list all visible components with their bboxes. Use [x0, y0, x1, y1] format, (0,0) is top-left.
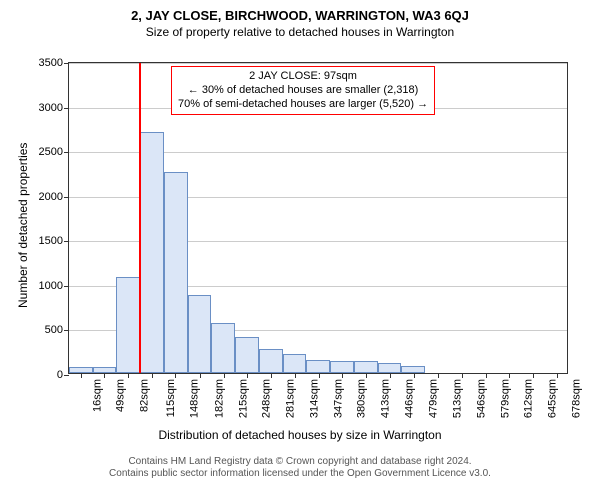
x-tick-mark — [462, 373, 463, 378]
x-tick-mark — [200, 373, 201, 378]
x-tick-label: 248sqm — [261, 379, 273, 418]
histogram-bar — [306, 360, 330, 373]
x-tick-mark — [509, 373, 510, 378]
x-tick-label: 579sqm — [499, 379, 511, 418]
x-tick-mark — [319, 373, 320, 378]
x-tick-label: 82sqm — [139, 379, 151, 412]
histogram-bar — [330, 361, 354, 373]
x-tick-label: 182sqm — [213, 379, 225, 418]
x-tick-mark — [366, 373, 367, 378]
x-tick-mark — [128, 373, 129, 378]
y-tick-mark — [64, 241, 69, 242]
x-tick-mark — [224, 373, 225, 378]
footer-line-1: Contains HM Land Registry data © Crown c… — [0, 456, 600, 468]
histogram-bar — [235, 337, 259, 373]
x-tick-mark — [104, 373, 105, 378]
histogram-bar — [188, 295, 212, 373]
y-axis-label: Number of detached properties — [16, 143, 30, 308]
y-tick-mark — [64, 152, 69, 153]
x-tick-label: 513sqm — [452, 379, 464, 418]
histogram-bar — [116, 277, 140, 373]
x-tick-label: 347sqm — [332, 379, 344, 418]
x-tick-label: 314sqm — [308, 379, 320, 418]
x-tick-mark — [533, 373, 534, 378]
y-tick-mark — [64, 63, 69, 64]
histogram-bar — [211, 323, 235, 373]
x-tick-mark — [295, 373, 296, 378]
x-tick-label: 645sqm — [547, 379, 559, 418]
x-tick-mark — [271, 373, 272, 378]
y-tick-label: 2500 — [39, 146, 63, 158]
histogram-bar — [378, 363, 402, 373]
x-tick-mark — [152, 373, 153, 378]
x-tick-label: 546sqm — [475, 379, 487, 418]
x-tick-label: 215sqm — [237, 379, 249, 418]
x-tick-mark — [247, 373, 248, 378]
y-tick-mark — [64, 286, 69, 287]
callout-line: 2 JAY CLOSE: 97sqm — [178, 70, 428, 84]
y-tick-label: 3500 — [39, 57, 63, 69]
x-tick-mark — [81, 373, 82, 378]
y-tick-mark — [64, 108, 69, 109]
x-tick-label: 115sqm — [165, 379, 177, 417]
x-tick-label: 612sqm — [523, 379, 535, 418]
histogram-bar — [354, 361, 378, 373]
x-tick-mark — [557, 373, 558, 378]
page-title: 2, JAY CLOSE, BIRCHWOOD, WARRINGTON, WA3… — [0, 0, 600, 23]
histogram-bar — [164, 172, 188, 373]
footer-attribution: Contains HM Land Registry data © Crown c… — [0, 456, 600, 480]
gridline — [69, 63, 567, 64]
x-tick-label: 281sqm — [285, 379, 297, 418]
x-tick-label: 678sqm — [570, 379, 582, 418]
x-tick-label: 49sqm — [115, 379, 127, 412]
histogram-bar — [401, 366, 425, 373]
property-callout: 2 JAY CLOSE: 97sqm← 30% of detached hous… — [171, 66, 435, 115]
x-tick-mark — [175, 373, 176, 378]
y-tick-mark — [64, 375, 69, 376]
y-tick-mark — [64, 197, 69, 198]
x-tick-mark — [390, 373, 391, 378]
histogram-bar — [283, 354, 307, 373]
x-tick-mark — [342, 373, 343, 378]
callout-line: 70% of semi-detached houses are larger (… — [178, 98, 428, 112]
y-tick-label: 500 — [45, 324, 63, 336]
x-tick-mark — [438, 373, 439, 378]
x-tick-label: 148sqm — [189, 379, 201, 418]
x-tick-label: 16sqm — [91, 379, 103, 412]
x-tick-label: 479sqm — [427, 379, 439, 418]
x-tick-mark — [414, 373, 415, 378]
x-tick-label: 380sqm — [356, 379, 368, 418]
y-tick-label: 0 — [57, 369, 63, 381]
x-axis-label: Distribution of detached houses by size … — [0, 428, 600, 442]
chart-plot-area: 050010001500200025003000350016sqm49sqm82… — [68, 62, 568, 374]
y-tick-label: 3000 — [39, 102, 63, 114]
property-marker-line — [139, 63, 141, 373]
y-tick-label: 2000 — [39, 191, 63, 203]
y-tick-label: 1500 — [39, 235, 63, 247]
callout-line: ← 30% of detached houses are smaller (2,… — [178, 84, 428, 98]
x-tick-mark — [486, 373, 487, 378]
page-subtitle: Size of property relative to detached ho… — [0, 23, 600, 39]
footer-line-2: Contains public sector information licen… — [0, 468, 600, 480]
x-tick-label: 446sqm — [403, 379, 415, 418]
x-tick-label: 413sqm — [380, 379, 392, 418]
y-tick-mark — [64, 330, 69, 331]
histogram-bar — [259, 349, 283, 373]
histogram-bar — [140, 132, 164, 373]
y-tick-label: 1000 — [39, 280, 63, 292]
